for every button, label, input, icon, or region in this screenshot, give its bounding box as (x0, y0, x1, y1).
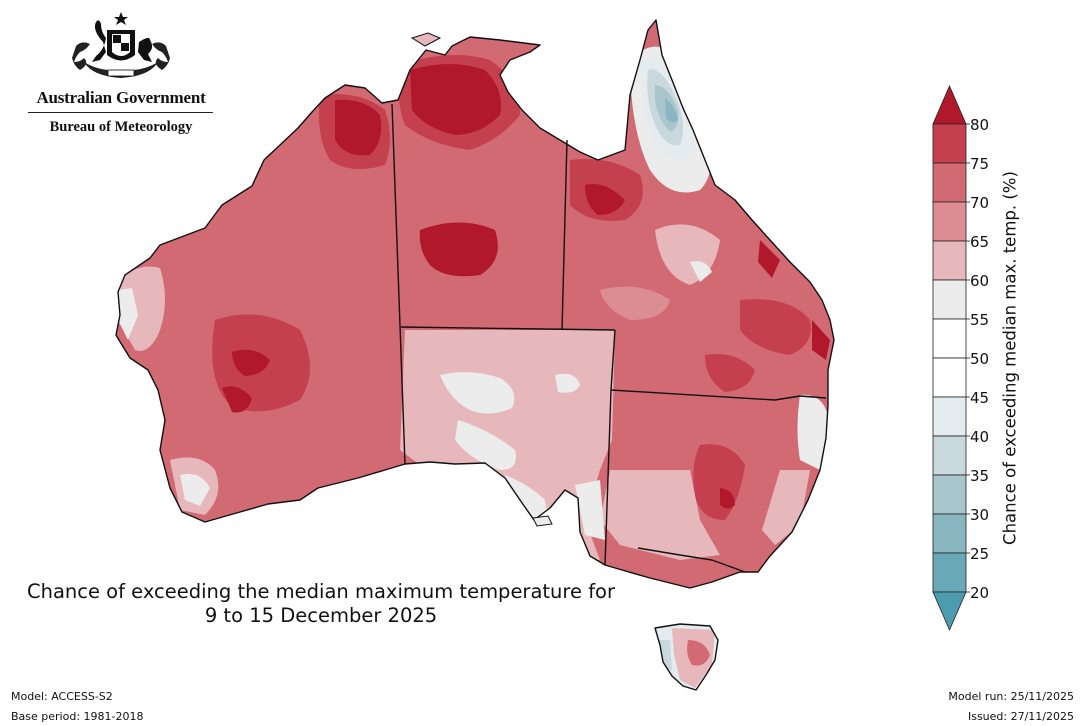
footer-model-run: Model run: 25/11/2025 (948, 690, 1074, 703)
colorbar-band (932, 123, 967, 164)
colorbar-tick-label: 55 (970, 311, 989, 329)
colorbar-extend-bottom (932, 591, 967, 632)
colorbar-tick-label: 60 (970, 272, 989, 290)
colorbar-band (932, 201, 967, 242)
colorbar-tick-label: 50 (970, 350, 989, 368)
colorbar-tick-label: 35 (970, 467, 989, 485)
footer-base-period: Base period: 1981-2018 (11, 710, 144, 723)
colorbar-band (932, 552, 967, 593)
colorbar-tick-label: 45 (970, 389, 989, 407)
colorbar-band (932, 240, 967, 281)
colorbar-tick-label: 70 (970, 194, 989, 212)
coat-of-arms-icon (72, 12, 170, 78)
colorbar-band (932, 162, 967, 203)
colorbar-band (932, 396, 967, 437)
colorbar-band (932, 435, 967, 476)
map-title: Chance of exceeding the median maximum t… (0, 580, 642, 628)
colorbar-tick-label: 65 (970, 233, 989, 251)
colorbar-label: Chance of exceeding median max. temp. (%… (1001, 171, 1020, 545)
map-title-line1: Chance of exceeding the median maximum t… (26, 580, 616, 603)
colorbar-tick-label: 30 (970, 506, 989, 524)
tasmania-coastline (654, 623, 719, 691)
colorbar-tick-label: 25 (970, 545, 989, 563)
colorbar-tick-label: 80 (970, 116, 989, 134)
colorbar-tick-label: 40 (970, 428, 989, 446)
logo-divider (28, 112, 213, 113)
state-borders (391, 103, 827, 573)
colorbar: 80 75 70 65 60 55 50 45 40 35 30 25 20 Chance of exce… (932, 84, 1020, 632)
colorbar-tick-label: 75 (970, 155, 989, 173)
colorbar-tick-label: 20 (970, 584, 989, 602)
colorbar-band (932, 279, 967, 320)
colorbar-band (932, 474, 967, 515)
colorbar-extend-top (932, 84, 967, 125)
mainland-coastline (115, 19, 835, 589)
footer-model: Model: ACCESS-S2 (11, 690, 113, 703)
colorbar-band (932, 318, 967, 359)
map-title-line2: 9 to 15 December 2025 (204, 604, 438, 627)
government-name: Australian Government (36, 88, 206, 107)
agency-name: Bureau of Meteorology (49, 119, 193, 135)
colorbar-band (932, 357, 967, 398)
footer-issued: Issued: 27/11/2025 (967, 710, 1074, 723)
colorbar-band (932, 513, 967, 554)
